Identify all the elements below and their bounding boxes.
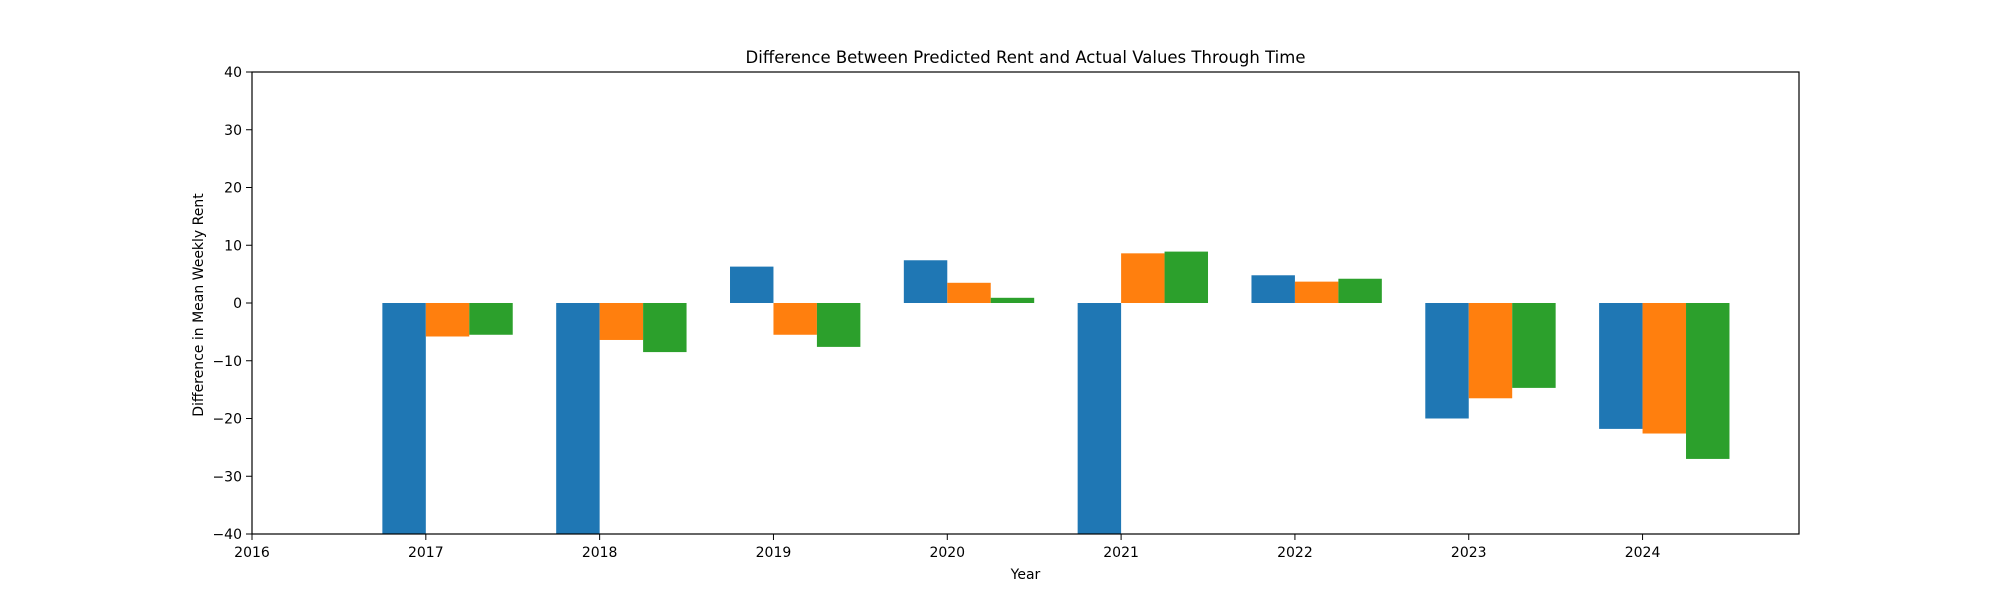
- bar-2021-s2: [1121, 253, 1165, 303]
- y-tick-label: −30: [212, 469, 242, 485]
- y-tick-label: 20: [224, 181, 242, 197]
- x-axis-label: Year: [1010, 567, 1041, 583]
- bar-2021-s1: [1077, 303, 1122, 534]
- bar-2018-s1: [556, 303, 600, 534]
- y-axis: −40 −30 −20 −10 0 10 20 30 40: [212, 65, 252, 543]
- x-tick-label: 2016: [234, 545, 270, 561]
- y-tick-label: −10: [212, 354, 242, 370]
- bar-2021-s3: [1164, 251, 1209, 303]
- x-tick-label: 2017: [408, 545, 444, 561]
- bar-2024-s2: [1642, 303, 1687, 434]
- bar-2023-s1: [1425, 303, 1469, 419]
- bar-2020-s1: [903, 260, 948, 303]
- y-tick-label: −20: [212, 412, 242, 428]
- x-tick-label: 2022: [1277, 545, 1313, 561]
- y-axis-label: Difference in Mean Weekly Rent: [191, 193, 207, 417]
- x-tick-label: 2019: [756, 545, 792, 561]
- bar-2020-s2: [947, 282, 991, 303]
- bars-layer: [382, 251, 1730, 534]
- plot-frame: [251, 71, 1800, 535]
- x-tick-label: 2018: [582, 545, 618, 561]
- bar-2020-s3: [990, 297, 1035, 303]
- bar-2019-s3: [816, 303, 861, 347]
- x-axis: 2016 2017 2018 2019 2020 2021 2022 2023 2024: [234, 534, 1660, 561]
- bar-2019-s2: [773, 303, 817, 335]
- y-tick-label: −40: [212, 527, 242, 543]
- x-tick-label: 2021: [1103, 545, 1139, 561]
- y-tick-label: 0: [233, 296, 242, 312]
- chart-title: Difference Between Predicted Rent and Ac…: [746, 48, 1306, 67]
- bar-2024-s3: [1686, 303, 1730, 459]
- bar-2023-s3: [1512, 303, 1556, 388]
- bar-2017-s3: [469, 303, 513, 335]
- bar-2024-s1: [1599, 303, 1643, 429]
- x-tick-label: 2020: [929, 545, 965, 561]
- bar-2018-s2: [599, 303, 644, 340]
- bar-2022-s3: [1338, 278, 1382, 303]
- y-tick-label: 10: [224, 238, 242, 254]
- y-tick-label: 40: [224, 65, 242, 81]
- bar-2023-s2: [1468, 303, 1513, 399]
- x-tick-label: 2024: [1625, 545, 1661, 561]
- x-tick-label: 2023: [1451, 545, 1487, 561]
- bar-2022-s1: [1251, 275, 1295, 303]
- bar-2022-s2: [1294, 281, 1339, 303]
- y-tick-label: 30: [224, 123, 242, 139]
- bar-2019-s1: [730, 266, 774, 303]
- bar-2017-s2: [425, 303, 470, 337]
- bar-2017-s1: [382, 303, 426, 534]
- bar-2018-s3: [643, 303, 687, 353]
